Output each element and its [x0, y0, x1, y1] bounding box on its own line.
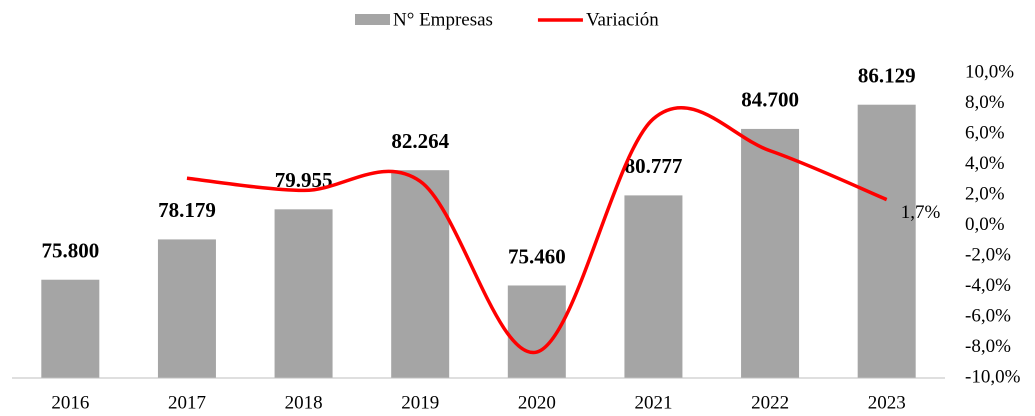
y2-tick-label: 10,0%: [965, 61, 1014, 82]
data-label: 82.264: [391, 129, 449, 153]
y2-tick-label: 6,0%: [965, 122, 1005, 143]
bar: [274, 209, 333, 378]
x-tick-label: 2016: [51, 392, 89, 413]
x-tick-label: 2018: [285, 392, 323, 413]
x-tick-label: 2019: [401, 392, 439, 413]
y2-tick-label: -2,0%: [965, 244, 1011, 265]
data-label: 78.179: [158, 198, 216, 222]
line: [186, 105, 888, 354]
x-tick-label: 2021: [634, 392, 672, 413]
bar: [624, 195, 683, 378]
y2-tick-label: -6,0%: [965, 305, 1011, 326]
y2-tick-label: -10,0%: [965, 366, 1021, 387]
bar: [741, 128, 800, 378]
bar: [157, 239, 216, 378]
bar: [391, 170, 450, 378]
x-tick-label: 2022: [751, 392, 789, 413]
data-label: 80.777: [625, 154, 683, 178]
bar: [41, 279, 100, 378]
legend-label: N° Empresas: [393, 9, 493, 30]
y2-tick-label: 2,0%: [965, 183, 1005, 204]
bar: [857, 104, 916, 378]
y2-tick-label: 4,0%: [965, 153, 1005, 174]
x-tick-label: 2017: [168, 392, 206, 413]
y2-tick-label: 8,0%: [965, 92, 1005, 113]
x-tick-label: 2020: [518, 392, 556, 413]
legend-swatch: [355, 14, 390, 25]
data-label: 86.129: [858, 64, 916, 88]
x-tick-label: 2023: [868, 392, 906, 413]
legend-label: Variación: [586, 9, 659, 30]
y2-tick-label: 0,0%: [965, 214, 1005, 235]
data-label: 1,7%: [901, 202, 941, 223]
data-label: 75.460: [508, 244, 566, 268]
y2-tick-label: -8,0%: [965, 336, 1011, 357]
data-label: 75.800: [41, 239, 99, 263]
data-label: 84.700: [741, 88, 799, 112]
y2-tick-label: -4,0%: [965, 275, 1011, 296]
